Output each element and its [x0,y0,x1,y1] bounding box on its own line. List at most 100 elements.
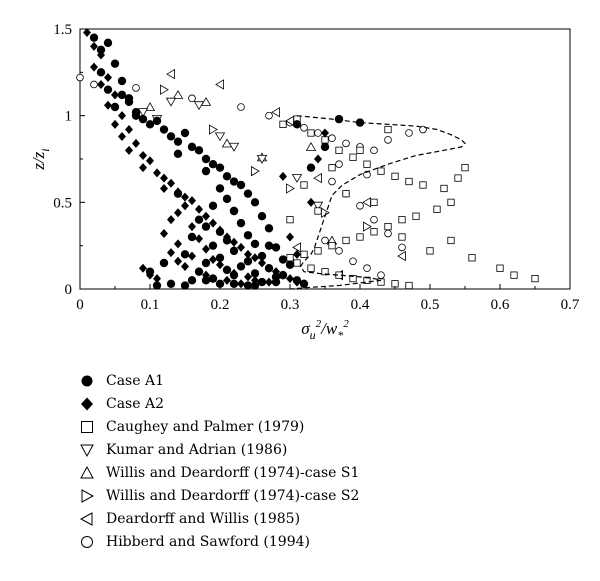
data-point-open-circle [370,146,378,155]
data-marks [76,27,539,290]
x-tick-label: 0.1 [141,297,160,313]
data-point-open-square [307,264,315,272]
data-point-open-square [412,212,420,220]
data-point-open-square [356,146,364,154]
data-point-filled-circle [215,184,225,193]
data-point-open-circle [405,129,413,137]
plot-frame [79,28,571,290]
data-point-open-circle [349,257,357,266]
data-point-filled-circle [257,212,267,221]
data-point-filled-circle [187,276,197,285]
data-point-filled-circle [271,277,281,287]
data-point-open-square [377,167,385,175]
data-point-filled-circle [215,163,225,172]
legend-label: Case A2 [106,395,164,412]
data-point-filled-circle [222,265,232,275]
data-point-filled-diamond [160,173,168,183]
legend-label: Willis and Deardorff (1974)-case S1 [106,464,360,481]
data-point-filled-diamond [174,239,182,249]
data-point-open-circle [328,177,336,186]
data-point-filled-circle [250,198,260,207]
data-point-filled-diamond [209,218,217,228]
data-point-filled-diamond [188,251,196,261]
data-point-open-square [349,274,357,283]
data-point-open-circle [335,247,343,255]
data-point-filled-circle [257,277,267,287]
x-tick-label: 0.2 [211,297,230,313]
data-point-open-square [279,120,287,128]
data-point-open-square [405,281,413,290]
data-point-open-square [440,184,448,193]
data-point-open-circle [356,202,364,210]
data-point-filled-circle [103,85,113,94]
data-point-filled-circle [89,33,99,42]
data-point-filled-circle [166,132,176,141]
data-point-filled-diamond [139,163,147,173]
data-point-filled-diamond [90,41,98,51]
data-point-filled-circle [264,264,274,273]
data-point-open-square [349,153,357,161]
data-point-filled-circle [285,260,295,269]
data-point-open-triangle-left [313,172,323,184]
data-point-filled-diamond [314,154,322,164]
data-point-filled-circle [103,38,113,48]
data-point-open-circle [363,170,371,179]
legend-item: Kumar and Adrian (1986) [78,438,359,461]
data-point-open-triangle-left [215,79,225,90]
data-point-open-square [300,250,308,258]
x-axis-ticks: 0 0.1 0.2 0.3 0.4 0.5 0.6 0.7 [76,284,580,313]
data-point-filled-circle [229,177,239,186]
data-point-open-square [510,271,518,279]
data-point-filled-diamond [188,222,196,232]
data-point-filled-diamond [125,145,133,155]
data-point-filled-diamond [244,272,252,282]
legend-marker-open-square [81,420,93,433]
data-point-filled-circle [138,114,148,124]
legend-marker-open-triangle-up [80,465,94,478]
data-point-open-triangle-up [172,90,184,99]
scatter-chart: 0 0.1 0.2 0.3 0.4 0.5 0.6 0.7 00.511.5 σu2/w*2 … [29,22,580,342]
data-point-open-square [391,172,399,180]
x-tick-label: 0 [76,297,84,313]
data-point-filled-diamond [174,256,182,266]
data-point-filled-diamond [153,168,161,178]
data-point-filled-circle [271,243,281,252]
y-axis-label: z/zi [29,148,52,170]
data-point-filled-circle [96,45,106,54]
plot-area [76,27,571,290]
data-point-filled-diamond [188,196,196,206]
data-point-filled-diamond [167,178,175,188]
data-point-filled-diamond [251,253,259,263]
data-point-open-circle [76,73,84,82]
dashed-envelope-curve [289,115,466,290]
data-point-filled-diamond [146,156,154,166]
data-point-open-circle [321,236,329,245]
data-point-filled-diamond [167,248,175,258]
data-point-open-circle [342,139,350,148]
legend-item: Deardorff and Willis (1985) [78,507,359,530]
data-point-open-square [461,164,469,172]
data-point-open-triangle-left [292,242,302,253]
legend-label: Case A1 [106,372,164,389]
legend-marker-filled-diamond [81,397,93,410]
data-point-filled-circle [96,68,106,77]
data-point-filled-circle [152,116,162,126]
data-point-open-circle [300,124,308,132]
data-point-open-triangle-down [165,97,177,107]
data-point-filled-circle [320,142,330,152]
data-point-open-square [419,181,427,189]
data-point-open-square [314,247,322,255]
x-tick-label: 0.7 [561,297,580,313]
data-point-open-circle [188,94,196,103]
legend-label: Willis and Deardorff (1974)-case S2 [106,487,360,504]
legend-label: Kumar and Adrian (1986) [106,441,288,458]
data-point-open-triangle-down [291,174,303,183]
data-point-filled-diamond [195,234,203,244]
data-point-open-circle [265,111,273,120]
data-point-filled-circle [236,218,246,228]
y-tick-label: 0 [65,282,73,298]
data-point-open-square [468,254,476,262]
x-tick-label: 0.4 [351,297,370,313]
y-tick-label: 1 [65,109,73,125]
data-point-filled-diamond [293,249,301,259]
